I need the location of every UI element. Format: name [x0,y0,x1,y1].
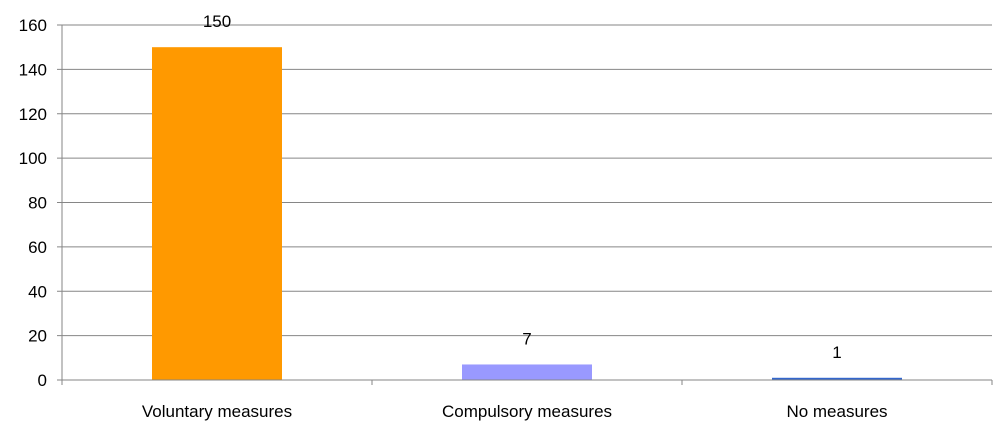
x-category-label: Voluntary measures [142,402,292,421]
data-label: 150 [203,12,231,31]
y-tick-label: 80 [28,194,47,213]
y-tick-label: 40 [28,282,47,301]
axes [57,24,993,385]
labels: 0 20 40 60 80 100 120 140 160 150 Voluntary measur… [19,12,888,421]
y-tick-label: 60 [28,238,47,257]
y-tick-label: 140 [19,60,47,79]
x-category-label: Compulsory measures [442,402,612,421]
data-label: 7 [522,329,531,348]
y-tick-label: 160 [19,16,47,35]
bar-0 [152,47,282,380]
x-category-label: No measures [786,402,887,421]
bar-2 [772,377,902,380]
data-label: 1 [832,343,841,362]
y-tick-label: 100 [19,149,47,168]
y-tick-label: 0 [38,371,47,390]
bars [152,47,902,380]
y-tick-label: 120 [19,105,47,124]
y-tick-label: 20 [28,327,47,346]
bar-1 [462,364,592,380]
